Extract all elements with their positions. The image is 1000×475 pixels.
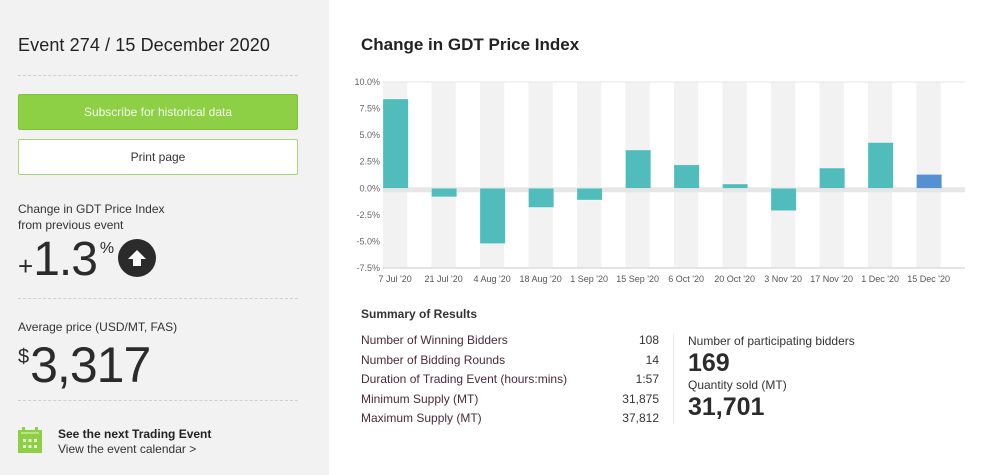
bar — [867, 142, 894, 189]
bar — [479, 188, 506, 244]
change-label-line2: from previous event — [18, 218, 124, 232]
column-band — [771, 82, 796, 268]
x-tick-label: 21 Jul '20 — [425, 274, 463, 284]
bar — [625, 149, 651, 189]
summary-row: Minimum Supply (MT) 31,875 — [361, 390, 659, 410]
change-unit: % — [99, 240, 115, 257]
y-tick-label: 0.0% — [359, 183, 380, 193]
quantity-sold-value: 31,701 — [688, 393, 765, 421]
participating-bidders-value: 169 — [688, 349, 730, 377]
summary-row-value: 1:57 — [635, 372, 659, 386]
column-band — [528, 82, 553, 268]
divider — [18, 75, 298, 76]
summary-row: Duration of Trading Event (hours:mins) 1… — [361, 370, 659, 390]
summary-title: Summary of Results — [361, 307, 478, 321]
avg-price-row: $ 3,317 — [18, 337, 151, 393]
bar — [916, 174, 942, 189]
x-tick-label: 17 Nov '20 — [810, 274, 853, 284]
bar — [819, 167, 845, 189]
next-event[interactable]: See the next Trading Event View the even… — [18, 427, 211, 457]
change-value-row: + 1.3 % — [18, 233, 157, 286]
bar — [673, 164, 700, 189]
column-band — [431, 82, 456, 268]
divider — [18, 400, 298, 401]
summary-row-label: Number of Bidding Rounds — [361, 352, 506, 367]
event-title: Event 274 / 15 December 2020 — [18, 35, 270, 55]
calendar-icon — [18, 427, 42, 453]
summary-row-label: Maximum Supply (MT) — [361, 411, 482, 425]
bar — [528, 188, 554, 208]
chart-title: Change in GDT Price Index — [361, 35, 580, 54]
y-tick-label: 10.0% — [354, 77, 380, 87]
y-tick-label: -5.0% — [356, 236, 380, 246]
y-tick-label: 2.5% — [359, 157, 380, 167]
summary-row: Number of Bidding Rounds 14 — [361, 351, 659, 371]
x-tick-label: 1 Dec '20 — [861, 274, 899, 284]
summary-row-value: 31,875 — [622, 391, 659, 406]
x-tick-label: 18 Aug '20 — [519, 274, 561, 284]
x-tick-label: 15 Dec '20 — [907, 274, 950, 284]
bar — [722, 183, 748, 189]
column-band — [722, 82, 747, 268]
y-tick-label: -7.5% — [356, 263, 380, 273]
bar — [576, 188, 603, 201]
change-label-line1: Change in GDT Price Index — [18, 202, 165, 216]
x-tick-label: 1 Sep '20 — [570, 274, 608, 284]
participating-bidders-label: Number of participating bidders — [688, 334, 855, 348]
summary-row-value: 14 — [645, 352, 659, 367]
x-tick-label: 15 Sep '20 — [616, 274, 659, 284]
summary-row-label: Minimum Supply (MT) — [361, 391, 479, 406]
y-tick-label: 7.5% — [359, 104, 380, 114]
x-tick-label: 4 Aug '20 — [473, 274, 510, 284]
summary-highlights: Number of participating bidders 169 Quan… — [688, 333, 855, 421]
zero-line — [383, 187, 965, 193]
price-index-chart: 10.0% 7.5% 5.0% 2.5% 0.0% -2.5% -5.0% -7.5%7 Ju… — [354, 77, 965, 284]
change-label: Change in GDT Price Index from previous … — [18, 201, 165, 233]
change-value: 1.3 — [33, 233, 98, 286]
x-tick-label: 7 Jul '20 — [379, 274, 412, 284]
avg-price-label: Average price (USD/MT, FAS) — [18, 320, 178, 334]
bar — [431, 188, 457, 198]
next-event-title: See the next Trading Event — [58, 427, 212, 441]
event-calendar-link[interactable]: View the event calendar > — [58, 442, 197, 456]
subscribe-button[interactable]: Subscribe for historical data — [18, 94, 298, 130]
divider — [18, 298, 298, 299]
bar — [382, 98, 409, 189]
summary-row-label: Duration of Trading Event (hours:mins) — [361, 372, 568, 386]
summary-row: Maximum Supply (MT) 37,812 — [361, 409, 659, 429]
arrow-up-circle-icon — [118, 239, 157, 277]
bar — [770, 188, 797, 211]
avg-price-value: 3,317 — [30, 337, 151, 393]
summary-row: Number of Winning Bidders 108 — [361, 331, 659, 351]
x-tick-label: 3 Nov '20 — [764, 274, 802, 284]
y-tick-label: 5.0% — [359, 130, 380, 140]
x-tick-label: 6 Oct '20 — [668, 274, 704, 284]
summary-row-label: Number of Winning Bidders — [361, 333, 508, 347]
change-sign: + — [18, 251, 34, 281]
y-tick-label: -2.5% — [356, 210, 380, 220]
avg-price-currency: $ — [18, 346, 30, 368]
sidebar: Event 274 / 15 December 2020 Subscribe f… — [0, 0, 329, 475]
column-band — [577, 82, 602, 268]
summary-row-value: 37,812 — [622, 411, 659, 425]
x-tick-label: 20 Oct '20 — [714, 274, 755, 284]
summary-divider — [673, 334, 674, 424]
print-page-button[interactable]: Print page — [18, 139, 298, 175]
summary-row-value: 108 — [638, 333, 659, 347]
quantity-sold-label: Quantity sold (MT) — [688, 378, 787, 392]
summary-table: Number of Winning Bidders 108 Number of … — [361, 331, 659, 429]
